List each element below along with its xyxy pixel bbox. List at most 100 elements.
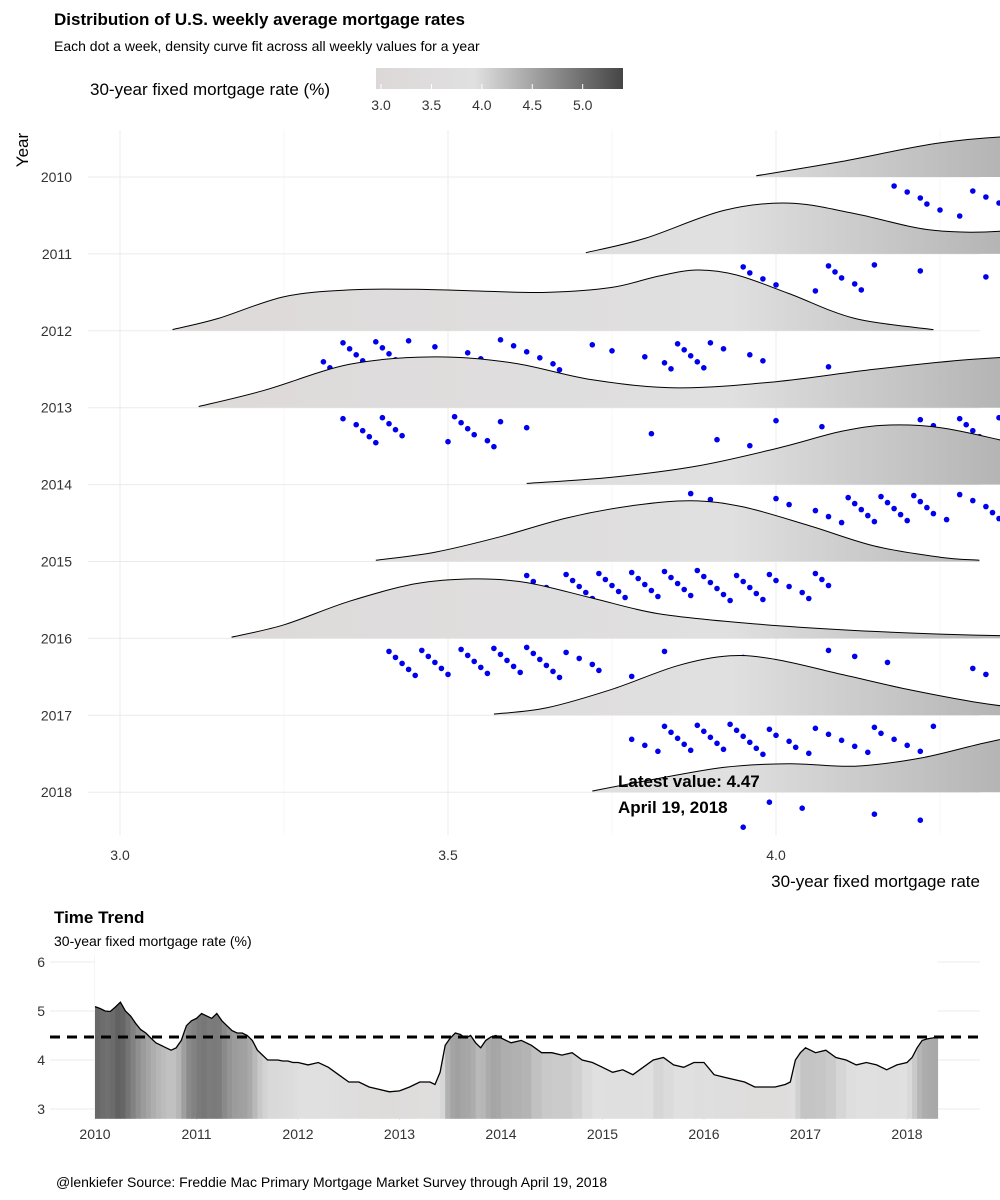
trend-band [561,1052,573,1119]
weekly-rate-point [891,183,897,189]
trend-band [115,1002,121,1119]
weekly-rate-point [799,805,805,811]
trend-band [226,1025,233,1119]
legend-colorbar [376,68,623,89]
year-label: 2013 [41,400,72,416]
trend-area-mask [95,952,938,1092]
weekly-rate-point [642,354,648,360]
density-curve [493,654,1000,715]
trend-band [643,1060,654,1119]
trend-band [267,1060,274,1119]
weekly-rate-point [851,500,858,507]
trend-band [287,1061,294,1119]
trend-band [521,1040,532,1119]
weekly-rate-point [924,201,930,207]
ridge-2010 [756,136,1000,219]
density-area [585,203,1000,254]
weekly-rate-point [386,648,392,655]
density-curve [585,202,1000,254]
weekly-rate-point [445,671,451,678]
weekly-rate-point [681,347,687,353]
weekly-rate-point [497,337,504,343]
trend-band [216,1013,223,1119]
trend-band [790,1060,796,1119]
weekly-rate-point [392,426,399,433]
trend-band [460,1034,467,1119]
weekly-rate-point [740,578,746,585]
trend-band [277,1060,284,1119]
trend-band [704,1062,715,1119]
weekly-rate-point [714,585,720,592]
weekly-rate-point [766,726,773,733]
trend-title: Time Trend [54,908,144,927]
weekly-rate-point [917,817,924,823]
weekly-rate-point [786,501,792,508]
ridge-2018 [592,739,1000,830]
density-curve [231,578,1000,638]
x-axis-title: 30-year fixed mortgage rate [771,872,980,891]
trend-band [155,1042,162,1119]
trend-band [896,1062,908,1119]
weekly-rate-point [740,264,746,270]
weekly-rate-point [714,436,720,443]
weekly-rate-point [766,571,773,578]
y-axis-title: Year [13,132,32,167]
trend-band [211,1013,218,1119]
weekly-rate-point [720,746,727,753]
weekly-rate-point [346,346,353,352]
weekly-rate-point [353,421,360,428]
weekly-rate-point [432,344,438,350]
trend-band [308,1062,319,1119]
trend-band [663,1057,675,1119]
trend-x-tick-label: 2017 [790,1126,821,1142]
weekly-rate-point [484,437,491,444]
trend-band [440,1045,446,1119]
weekly-rate-point [471,658,478,665]
weekly-rate-point [871,724,878,731]
year-label: 2011 [42,246,72,262]
weekly-rate-point [419,647,425,654]
trend-y-tick-label: 4 [37,1052,45,1068]
trend-band [754,1087,766,1119]
weekly-rate-point [589,661,596,668]
weekly-rate-point [865,749,871,756]
weekly-rate-point [792,744,799,751]
weekly-rate-point [668,366,674,372]
trend-band [318,1062,329,1119]
weekly-rate-point [917,416,924,423]
weekly-rate-point [405,666,412,673]
weekly-rate-point [806,595,812,602]
trend-band [673,1064,685,1119]
weekly-rate-point [760,596,766,603]
weekly-rate-point [845,494,851,501]
weekly-rate-point [655,748,661,755]
trend-band [907,1057,913,1119]
trend-band [221,1020,228,1119]
weekly-rate-point [983,274,989,280]
trend-x-tick-label: 2013 [384,1126,415,1142]
weekly-rate-point [366,433,373,440]
weekly-rate-point [701,728,707,735]
weekly-rate-point [773,282,779,288]
annotation-date: April 19, 2018 [618,798,728,817]
weekly-rate-point [458,646,464,653]
density-area [592,739,1000,793]
trend-band [338,1074,350,1119]
weekly-rate-point [550,668,556,675]
weekly-rate-point [478,664,484,671]
weekly-rate-point [825,582,832,589]
weekly-rate-point [668,574,674,581]
weekly-rate-point [720,591,727,598]
weekly-rate-point [523,424,530,431]
weekly-rate-point [701,573,707,580]
weekly-rate-point [445,438,451,445]
weekly-rate-point [379,345,386,351]
weekly-rate-point [819,423,825,430]
weekly-rate-point [911,492,917,499]
weekly-rate-point [399,660,405,667]
trend-band [186,1020,193,1119]
trend-band [582,1060,593,1119]
trend-band [775,1084,786,1119]
trend-band [369,1087,380,1119]
trend-band [714,1074,725,1119]
